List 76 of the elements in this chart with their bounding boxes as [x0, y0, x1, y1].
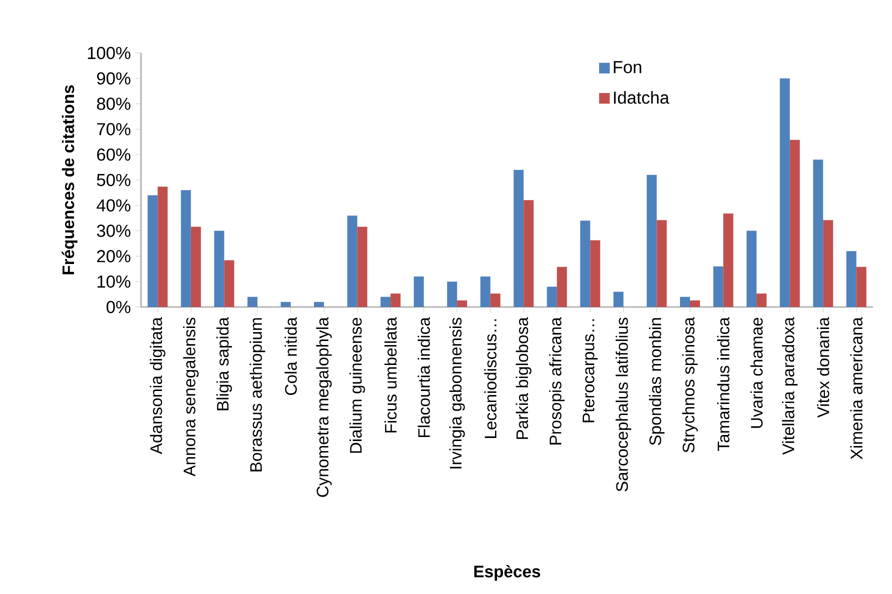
legend-label: Fon	[614, 61, 642, 74]
y-tick-label: 40%	[96, 199, 130, 212]
bar	[823, 220, 834, 308]
x-tick-label: Ficus umbellata	[384, 317, 397, 432]
bar	[190, 226, 201, 308]
bar	[690, 300, 700, 308]
x-tick-label: Ximenia americana	[850, 317, 862, 460]
bar	[580, 220, 590, 308]
x-tick-label: Cola nitida	[284, 317, 297, 395]
bar	[280, 302, 291, 308]
bar	[524, 200, 534, 308]
x-tick-label: Cynometra megalophyla	[316, 317, 332, 497]
bar	[447, 282, 458, 308]
x-tick-label: Uvaria chamae	[750, 318, 763, 428]
y-tick-label: 20%	[97, 250, 130, 262]
y-tick-label: 90%	[97, 72, 130, 85]
x-tick-label: Spondias monbin	[648, 318, 664, 446]
bar	[746, 230, 757, 308]
bar	[856, 266, 866, 308]
bar	[680, 296, 690, 308]
x-tick-label: Bligia sapida	[216, 317, 232, 410]
x-tick-label: Parkia biglobosa	[516, 317, 532, 439]
y-tick-label: 10%	[98, 275, 130, 288]
y-tick-label: 80%	[97, 98, 130, 110]
bar	[480, 276, 490, 308]
x-tick-label: Tamarindus indica	[717, 317, 730, 451]
x-tick-label: Borassus aethiopium	[250, 318, 266, 472]
bar	[656, 220, 667, 308]
bar	[556, 266, 567, 308]
bar	[148, 195, 158, 308]
legend-label: Idatcha	[614, 91, 670, 104]
bar	[813, 160, 824, 308]
bar	[546, 286, 557, 308]
bar	[247, 296, 258, 308]
bar	[613, 292, 624, 308]
bar	[790, 140, 800, 308]
y-axis-title: Fréquences de citations	[62, 85, 78, 274]
x-tick-label: Lecaniodiscus…	[484, 319, 496, 438]
y-tick-label: 70%	[97, 123, 130, 136]
x-tick-label: Pterocarpus…	[582, 319, 598, 422]
x-tick-label: Prosopis africana	[549, 317, 565, 444]
bar	[357, 226, 368, 308]
bar	[713, 266, 724, 308]
x-axis-title: Espèces	[474, 565, 540, 581]
bar	[514, 170, 524, 308]
bar	[347, 216, 358, 308]
bar	[158, 186, 168, 308]
bar	[414, 276, 424, 308]
y-tick-label: 100%	[88, 46, 130, 60]
x-tick-label: Annona senegalensis	[183, 318, 199, 476]
y-tick-label: 0%	[106, 300, 130, 314]
x-tick-label: Strychnos spinosa	[682, 317, 698, 452]
y-tick-label: 30%	[96, 224, 130, 237]
bar	[314, 302, 324, 308]
bar	[180, 190, 191, 308]
bar	[756, 294, 767, 308]
x-tick-label: Irvingia gabonnensis	[449, 318, 465, 468]
y-tick-label: 60%	[97, 148, 130, 161]
bar	[457, 300, 468, 308]
x-tick-label: Sarcocephalus latifolius	[616, 318, 632, 492]
bar	[380, 296, 391, 308]
bar	[590, 240, 600, 308]
x-tick-label: Adansonia digitata	[150, 317, 166, 454]
x-tick-label: Vitellaria paradoxa	[782, 317, 798, 455]
x-tick-label: Flacourtia indica	[418, 317, 430, 438]
bar	[846, 251, 856, 308]
bar	[490, 294, 500, 308]
x-tick-label: Vitex donania	[816, 317, 830, 418]
bar	[390, 294, 401, 308]
bar	[224, 260, 234, 308]
bar	[780, 78, 790, 308]
bar	[646, 174, 657, 308]
bar	[723, 214, 734, 308]
x-tick-label: Dialium guineense	[350, 318, 366, 453]
y-tick-label: 50%	[96, 174, 130, 186]
bar	[214, 230, 224, 308]
